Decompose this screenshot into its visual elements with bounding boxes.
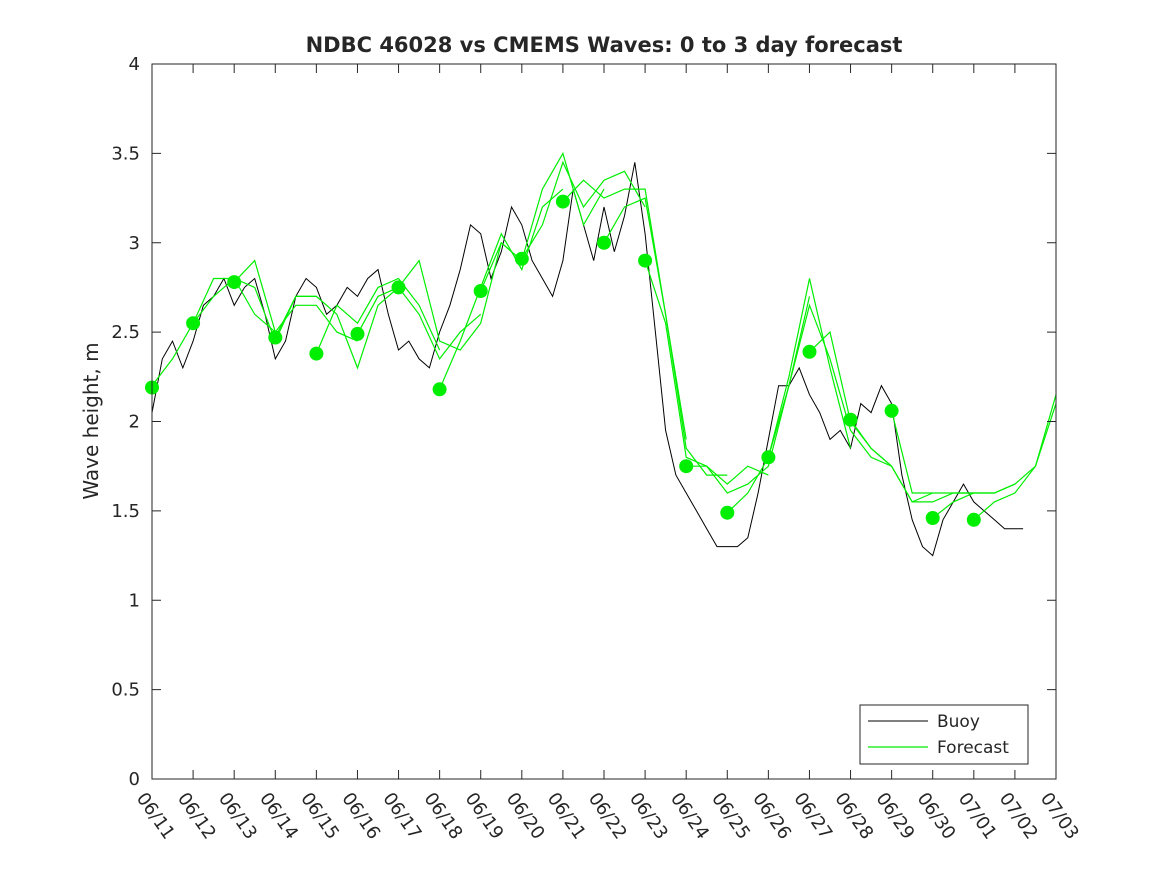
forecast-start-marker (802, 344, 817, 359)
y-tick-label: 2.5 (111, 322, 140, 343)
forecast-start-marker (638, 253, 653, 268)
forecast-start-marker (597, 235, 611, 250)
y-tick-label: 0.5 (111, 680, 140, 701)
forecast-run-line (315, 277, 441, 354)
forecast-run-line (603, 197, 728, 476)
legend-buoy-label: Buoy (937, 712, 980, 732)
forecast-run-line (973, 394, 1057, 521)
forecast-start-marker (966, 512, 981, 527)
forecast-run-line (439, 188, 564, 390)
legend: Buoy Forecast (859, 704, 1029, 765)
y-axis: 0 0.5 1 1.5 2 2.5 3 3.5 4 (111, 54, 1056, 790)
forecast-start-marker (473, 284, 488, 298)
legend-box (859, 704, 1029, 765)
forecast-start-marker (884, 403, 899, 418)
forecast-start-marker (309, 346, 324, 361)
forecast-start-marker (925, 511, 940, 525)
y-tick-label: 3 (129, 233, 140, 254)
y-tick-label: 2 (129, 412, 140, 433)
forecast-start-marker (432, 382, 447, 397)
legend-forecast-label: Forecast (937, 738, 1009, 758)
forecast-run-line (480, 151, 605, 292)
forecast-start-marker (186, 316, 201, 331)
forecast-run-line (356, 286, 482, 361)
y-tick-label: 0 (129, 769, 140, 790)
forecast-start-marker (514, 251, 529, 266)
forecast-start-marker (720, 505, 735, 520)
y-tick-label: 1.5 (111, 501, 140, 522)
buoy-series-line (151, 162, 1024, 557)
forecast-run-line (151, 277, 276, 387)
forecast-start-marker (391, 280, 406, 295)
forecast-start-marker (555, 194, 570, 209)
forecast-start-marker (679, 459, 694, 474)
forecast-start-marker (843, 412, 858, 427)
y-axis-label: Wave height, m (79, 342, 103, 499)
forecast-run-line (233, 259, 358, 342)
forecast-run-line (274, 286, 399, 370)
forecast-run-line (726, 278, 852, 514)
forecast-run-line (521, 160, 646, 260)
forecast-run-line (767, 303, 892, 467)
y-tick-label: 1 (129, 590, 140, 611)
forecast-start-marker (227, 275, 242, 290)
plot-area (145, 151, 1057, 557)
forecast-start-marker (350, 326, 365, 341)
y-tick-label: 4 (129, 54, 140, 75)
forecast-start-marker (761, 450, 776, 465)
chart-title: NDBC 46028 vs CMEMS Waves: 0 to 3 day fo… (306, 33, 903, 57)
y-tick-label: 3.5 (111, 143, 140, 164)
forecast-start-marker (268, 330, 283, 345)
